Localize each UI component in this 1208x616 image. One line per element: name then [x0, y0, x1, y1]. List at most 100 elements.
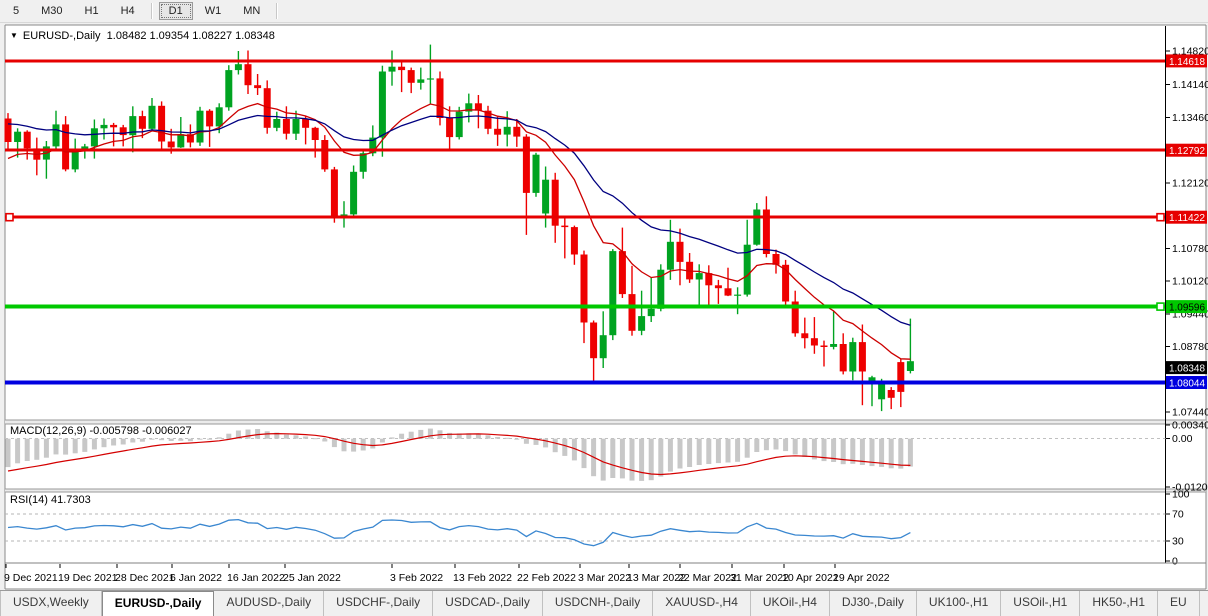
candle-body — [474, 103, 482, 111]
candle-body — [71, 150, 79, 170]
candle-body — [897, 362, 905, 392]
candle-body — [311, 127, 319, 140]
candle-body — [484, 110, 492, 129]
candle-body — [254, 85, 262, 89]
timeframe-button-MN[interactable]: MN — [243, 5, 261, 17]
svg-text:0.00: 0.00 — [1172, 433, 1193, 445]
candle-body — [138, 116, 146, 129]
candle-body — [753, 209, 761, 245]
timeframe-button-W1[interactable]: W1 — [204, 5, 222, 17]
candle-body — [446, 118, 454, 138]
candle-body — [369, 137, 377, 154]
candle-body — [321, 140, 329, 170]
candle-body — [273, 119, 281, 128]
symbol-tab-usdcad-daily[interactable]: USDCAD-,Daily — [433, 591, 543, 616]
symbol-tab-hk50-h1[interactable]: HK50-,H1 — [1080, 591, 1158, 616]
candle-body — [743, 244, 751, 295]
hline-handle[interactable] — [1156, 212, 1165, 222]
candle-body — [513, 126, 521, 137]
timeframe-button-M30[interactable]: M30 — [41, 5, 63, 17]
candle-body — [282, 119, 290, 134]
symbol-tab-usoil-h1[interactable]: USOil-,H1 — [1001, 591, 1081, 616]
svg-text:30: 30 — [1172, 535, 1184, 547]
symbol-tab-ukoil-h4[interactable]: UKOil-,H4 — [751, 591, 830, 616]
candle-body — [196, 110, 204, 143]
candle-body — [878, 380, 886, 400]
candle-body — [830, 344, 838, 347]
candle-body — [455, 111, 463, 138]
candle-body — [820, 345, 828, 347]
symbol-tab-audusd-daily[interactable]: AUDUSD-,Daily — [214, 591, 325, 616]
candle-body — [590, 322, 598, 359]
svg-text:1.13460: 1.13460 — [1172, 112, 1208, 124]
candle-body — [657, 269, 665, 309]
symbol-tab-eurusd-daily[interactable]: EURUSD-,Daily — [101, 591, 215, 616]
candle-body — [302, 119, 310, 128]
svg-text:1.12120: 1.12120 — [1172, 178, 1208, 190]
hline-handle[interactable] — [5, 212, 14, 222]
svg-text:3 Feb 2022: 3 Feb 2022 — [390, 572, 443, 584]
candle-body — [906, 361, 914, 371]
symbol-tab-xauusd-h4[interactable]: XAUUSD-,H4 — [653, 591, 751, 616]
candle-body — [695, 273, 703, 280]
candle-body — [570, 227, 578, 255]
candle-body — [628, 294, 636, 331]
candle-body — [148, 105, 156, 129]
svg-text:6 Jan 2022: 6 Jan 2022 — [170, 572, 222, 584]
candle-body — [542, 179, 550, 214]
svg-text:10 Apr 2022: 10 Apr 2022 — [782, 572, 839, 584]
candle-body — [23, 131, 31, 149]
candle-body — [417, 79, 425, 83]
candle-body — [714, 285, 722, 289]
rsi-indicator-label: RSI(14) 41.7303 — [10, 494, 91, 506]
panel-separator — [5, 420, 1206, 424]
candle-body — [263, 88, 271, 128]
svg-text:1.10120: 1.10120 — [1172, 275, 1208, 287]
candle-body — [14, 131, 22, 142]
symbol-tab-uk100-h1[interactable]: UK100-,H1 — [917, 591, 1002, 616]
candle-body — [81, 146, 89, 151]
symbol-tab-dj30-daily[interactable]: DJ30-,Daily — [830, 591, 917, 616]
candle-body — [705, 273, 713, 286]
symbol-tab-usdchf-daily[interactable]: USDCHF-,Daily — [324, 591, 434, 616]
svg-text:9 Dec 2021: 9 Dec 2021 — [4, 572, 58, 584]
symbol-tab-eu[interactable]: EU — [1158, 591, 1200, 616]
price-badge-1.14618 — [1166, 54, 1207, 68]
hline-handle[interactable] — [1156, 302, 1165, 311]
rsi-line — [7, 518, 911, 547]
candle-body — [167, 141, 175, 148]
price-axis[interactable]: 1.148201.141401.134601.121201.107801.101… — [1165, 46, 1208, 419]
svg-text:0: 0 — [1172, 556, 1178, 568]
candle-body — [858, 342, 866, 372]
timeframe-button-5[interactable]: 5 — [13, 5, 20, 17]
macd-indicator-label: MACD(12,26,9) -0.005798 -0.006027 — [10, 425, 192, 437]
timeframe-button-H4[interactable]: H4 — [120, 5, 135, 17]
macd-axis[interactable]: 0.0034080.00 -0.012058 — [1165, 420, 1208, 494]
candle-body — [378, 71, 386, 138]
ma-fast-line — [7, 102, 911, 360]
rsi-axis[interactable]: 100 70 30 0 — [1165, 489, 1190, 568]
candle-body — [215, 107, 223, 127]
candle-body — [407, 70, 415, 83]
macd-histogram — [5, 428, 913, 481]
candle-body — [561, 225, 569, 228]
timeframe-button-H1[interactable]: H1 — [84, 5, 99, 17]
svg-text:19 Dec 2021: 19 Dec 2021 — [58, 572, 118, 584]
candle-body — [330, 169, 338, 216]
timeframe-button-D1[interactable]: D1 — [158, 2, 193, 20]
svg-text:31 Mar 2022: 31 Mar 2022 — [730, 572, 789, 584]
symbol-tab-usdcnh-daily[interactable]: USDCNH-,Daily — [543, 591, 654, 616]
svg-text:1.08044: 1.08044 — [1169, 378, 1205, 390]
svg-text:22 Feb 2022: 22 Feb 2022 — [517, 572, 576, 584]
candle-body — [791, 301, 799, 334]
candle-body — [186, 134, 194, 143]
symbol-tab-usdx-weekly[interactable]: USDX,Weekly — [0, 591, 102, 616]
candle-body — [647, 308, 655, 317]
chart-dropdown-icon[interactable]: ▼ — [10, 31, 18, 40]
candle-body — [618, 251, 626, 295]
chart-ohlc-values: 1.08482 1.09354 1.08227 1.08348 — [106, 30, 275, 42]
price-badge-1.08044 — [1166, 376, 1207, 389]
